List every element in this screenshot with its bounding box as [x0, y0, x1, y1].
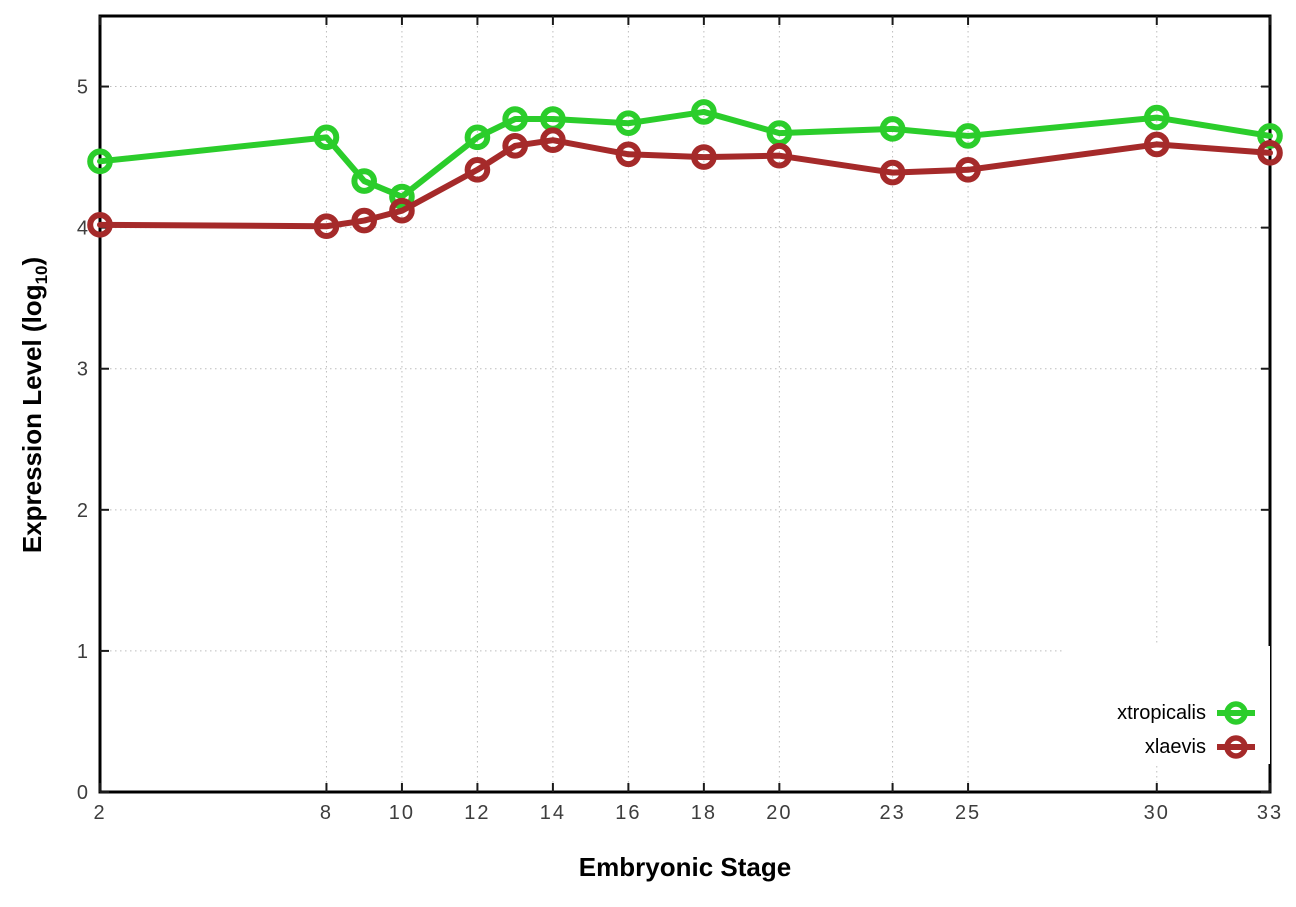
y-axis-title-subscript: 10 [32, 265, 51, 285]
legend-label: xtropicalis [1117, 701, 1206, 724]
data-point-xtropicalis [464, 124, 491, 151]
data-point-xlaevis [540, 127, 566, 153]
data-point-xlaevis [313, 213, 340, 240]
data-point-xtropicalis [87, 148, 113, 175]
data-point-xlaevis [1257, 140, 1283, 166]
legend: xtropicalis xlaevis [1064, 646, 1270, 764]
data-point-xtropicalis [313, 124, 340, 151]
data-point-xtropicalis [955, 123, 981, 149]
legend-item-xtropicalis: xtropicalis [1064, 696, 1270, 730]
legend-label: xlaevis [1144, 735, 1206, 758]
data-point-xlaevis [502, 133, 528, 159]
data-point-xtropicalis [502, 106, 528, 132]
x-tick-label: 30 [1144, 802, 1170, 824]
legend-marker-xlaevis [1217, 735, 1255, 759]
data-point-xlaevis [766, 142, 793, 169]
x-tick-label: 10 [389, 802, 415, 824]
data-point-xtropicalis [1143, 104, 1170, 131]
y-tick-label: 3 [77, 359, 88, 381]
y-tick-label: 0 [77, 782, 88, 804]
data-point-xlaevis [691, 144, 717, 170]
series-line-xlaevis [97, 137, 1273, 230]
x-axis-title: Embryonic Stage [578, 852, 792, 882]
data-point-xlaevis [351, 207, 377, 234]
data-point-xtropicalis [389, 183, 415, 210]
y-tick-label: 5 [77, 77, 88, 99]
x-tick-label: 23 [879, 802, 905, 824]
y-axis-title: Expression Level (log10) [15, 155, 51, 655]
y-tick-label: 2 [77, 500, 88, 522]
data-point-xlaevis [464, 156, 491, 183]
x-tick-label: 25 [955, 802, 981, 824]
x-tick-label: 2 [93, 802, 106, 824]
legend-sample-circle [1224, 735, 1248, 759]
data-point-xtropicalis [351, 168, 377, 194]
data-point-xlaevis [879, 159, 906, 186]
x-tick-label: 14 [540, 802, 566, 824]
plot-border [98, 14, 1272, 794]
data-point-xtropicalis [615, 110, 642, 137]
x-tick-label: 20 [766, 802, 792, 824]
x-tick-label: 33 [1257, 802, 1283, 824]
x-tick-label: 8 [320, 802, 333, 824]
data-point-xtropicalis [879, 116, 906, 142]
legend-item-xlaevis: xlaevis [1064, 730, 1270, 764]
data-point-xlaevis [615, 141, 642, 168]
x-tick-label: 12 [464, 802, 490, 824]
x-tick-label: 18 [691, 802, 717, 824]
data-point-xlaevis [389, 197, 415, 224]
data-point-xlaevis [1143, 131, 1170, 158]
data-point-xlaevis [87, 212, 113, 238]
x-tick-label: 16 [615, 802, 641, 824]
y-axis-title-text: Expression Level (log [17, 284, 47, 554]
data-point-xlaevis [955, 156, 981, 183]
legend-marker-xtropicalis [1217, 701, 1255, 725]
y-tick-label: 1 [77, 641, 88, 663]
legend-sample-circle [1224, 701, 1248, 725]
y-tick-label: 4 [77, 218, 88, 240]
data-point-xtropicalis [691, 99, 717, 125]
